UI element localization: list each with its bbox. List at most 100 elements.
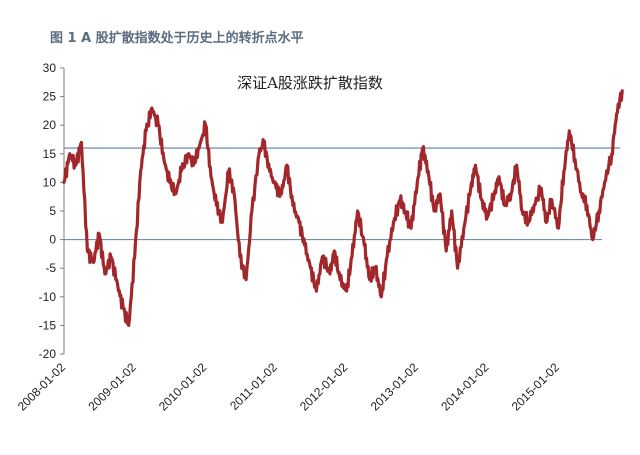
- data-point: [450, 209, 453, 213]
- data-point: [227, 169, 230, 173]
- data-point: [92, 261, 95, 264]
- y-tick-label: 20: [43, 118, 57, 132]
- data-point: [585, 204, 589, 207]
- y-tick-label: 30: [43, 61, 57, 75]
- data-point: [221, 221, 224, 224]
- data-point: [374, 267, 377, 270]
- data-point: [545, 221, 548, 224]
- data-point: [432, 209, 436, 213]
- data-point: [291, 204, 295, 207]
- y-axis-ticks: 30 25 20 15 10 5 0 -5 -10 -15 -20: [39, 61, 64, 361]
- data-point: [74, 164, 78, 167]
- data-point: [285, 164, 289, 167]
- data-point: [103, 272, 107, 276]
- data-point: [250, 209, 254, 213]
- y-tick-label: 15: [43, 147, 57, 161]
- data-point: [68, 152, 72, 155]
- data-point: [403, 209, 407, 213]
- data-point: [462, 227, 465, 230]
- data-point: [385, 255, 389, 258]
- data-point: [557, 227, 560, 230]
- data-point: [215, 204, 218, 207]
- x-tick-label: 2009-01-02: [86, 360, 140, 414]
- data-point: [550, 198, 553, 201]
- data-point: [580, 192, 583, 195]
- data-point: [521, 209, 524, 213]
- data-point: [274, 186, 278, 190]
- data-point: [197, 146, 201, 150]
- y-tick-label: 5: [49, 204, 56, 218]
- data-point: [469, 186, 472, 190]
- data-point: [480, 198, 483, 201]
- data-point: [127, 324, 130, 327]
- data-point: [562, 169, 566, 173]
- x-axis-ticks: 2008-01-02 2009-01-02 2010-01-02 2011-01-02…: [15, 360, 562, 414]
- x-tick-label: 2014-01-02: [438, 360, 492, 414]
- data-point: [309, 267, 312, 270]
- y-tick-label: -15: [39, 318, 57, 332]
- plot-area: [62, 89, 624, 327]
- data-point: [532, 204, 536, 207]
- data-point: [515, 164, 518, 167]
- data-point: [540, 186, 543, 190]
- data-point: [180, 169, 183, 173]
- data-point: [426, 169, 430, 173]
- data-point: [591, 238, 594, 241]
- data-point: [168, 181, 171, 184]
- data-point: [157, 124, 160, 127]
- data-point: [445, 249, 448, 253]
- data-point: [392, 221, 395, 224]
- data-point: [503, 204, 506, 207]
- data-point: [133, 255, 136, 258]
- data-point: [109, 255, 113, 258]
- data-point: [204, 124, 207, 127]
- data-point: [121, 307, 125, 310]
- data-point: [474, 164, 477, 167]
- data-point: [297, 221, 301, 224]
- data-point: [98, 232, 101, 236]
- figure-title: 图 1 A 股扩散指数处于历史上的转折点水平: [50, 31, 304, 46]
- data-point: [144, 129, 148, 133]
- data-point: [174, 192, 177, 195]
- data-point: [192, 164, 195, 167]
- data-point: [497, 175, 501, 178]
- data-point: [162, 158, 166, 161]
- data-point: [209, 175, 213, 178]
- data-point: [238, 255, 242, 258]
- data-point: [303, 244, 306, 247]
- y-tick-label: 0: [49, 233, 56, 247]
- y-tick-label: 25: [43, 90, 57, 104]
- data-point: [315, 289, 318, 293]
- data-point: [526, 221, 530, 224]
- data-point: [233, 192, 236, 195]
- x-tick-label: 2010-01-02: [156, 360, 210, 414]
- x-tick-label: 2008-01-02: [15, 360, 69, 414]
- data-point: [363, 244, 366, 247]
- data-point: [621, 89, 624, 93]
- data-point: [610, 152, 613, 155]
- data-point: [493, 192, 496, 195]
- data-point: [345, 289, 348, 293]
- x-tick-label: 2013-01-02: [368, 360, 422, 414]
- data-point: [116, 284, 119, 287]
- data-point: [421, 146, 424, 150]
- data-point: [597, 209, 601, 213]
- data-point: [80, 141, 83, 144]
- data-point: [350, 255, 354, 258]
- series-line: [62, 89, 624, 327]
- data-point: [328, 272, 332, 276]
- data-point: [244, 278, 248, 281]
- data-point: [338, 278, 342, 281]
- data-point: [380, 295, 383, 298]
- data-point: [139, 169, 142, 173]
- data-point: [280, 192, 283, 195]
- y-tick-label: -10: [39, 290, 57, 304]
- data-point: [268, 169, 271, 173]
- y-tick-label: -20: [39, 347, 57, 361]
- data-point: [615, 112, 618, 116]
- data-point: [62, 181, 66, 184]
- x-tick-label: 2015-01-02: [509, 360, 563, 414]
- chart-title: 深证A股涨跌扩散指数: [237, 74, 383, 92]
- data-point: [368, 278, 371, 281]
